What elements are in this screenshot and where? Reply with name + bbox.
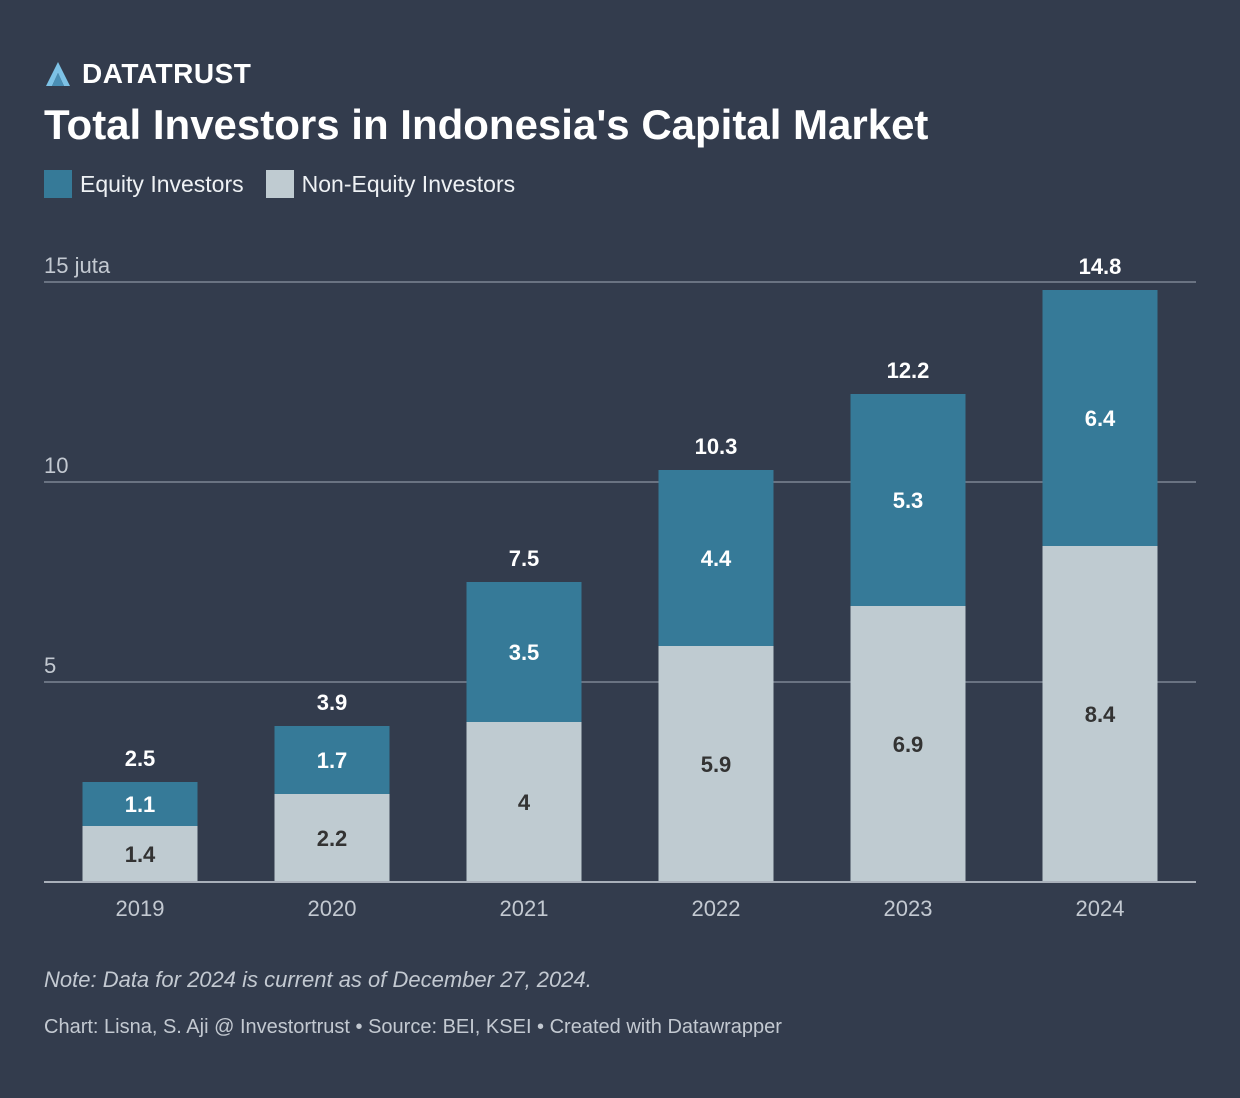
chart-legend: Equity Investors Non-Equity Investors xyxy=(44,170,537,198)
bar-value-label: 5.3 xyxy=(893,488,924,513)
bar-total-label: 10.3 xyxy=(695,434,738,459)
legend-swatch-equity xyxy=(44,170,72,198)
bar-value-label: 1.7 xyxy=(317,748,348,773)
legend-item-equity: Equity Investors xyxy=(44,170,244,198)
bar-total-label: 2.5 xyxy=(125,746,156,771)
bar-total-label: 12.2 xyxy=(887,358,930,383)
x-tick-label: 2023 xyxy=(884,896,933,921)
x-tick-label: 2022 xyxy=(692,896,741,921)
datatrust-logo-icon xyxy=(46,62,70,86)
bar-value-label: 4 xyxy=(518,790,531,815)
y-tick-label: 5 xyxy=(44,653,56,678)
y-tick-label: 10 xyxy=(44,453,68,478)
bar-segment-equity xyxy=(466,582,582,722)
bar-total-label: 14.8 xyxy=(1079,254,1122,279)
bar-segment-non-equity xyxy=(1042,546,1158,882)
legend-label-non-equity: Non-Equity Investors xyxy=(301,170,516,197)
stacked-bar-chart: 5 10 15 juta 1.4 1.1 2.5 2019 2.2 1.7 3.9 2020 4 3.5… xyxy=(44,253,1196,921)
legend-label-equity: Equity Investors xyxy=(80,170,244,197)
bar-total-label: 3.9 xyxy=(317,690,348,715)
bar-value-label: 4.4 xyxy=(701,546,732,571)
x-tick-label: 2021 xyxy=(500,896,549,921)
bar-segment-equity xyxy=(82,782,198,826)
chart-credit: Chart: Lisna, S. Aji @ Investortrust • S… xyxy=(44,1016,782,1038)
bar-segment-equity xyxy=(658,470,774,646)
bar-value-label: 6.4 xyxy=(1085,406,1116,431)
x-tick-label: 2024 xyxy=(1076,896,1125,921)
bar-total-label: 7.5 xyxy=(509,546,540,571)
chart-title: Total Investors in Indonesia's Capital M… xyxy=(44,101,929,148)
bar-value-label: 2.2 xyxy=(317,826,348,851)
bar-segment-non-equity xyxy=(850,606,966,882)
bar-segment-equity xyxy=(1042,290,1158,546)
chart-note: Note: Data for 2024 is current as of Dec… xyxy=(44,967,592,992)
bar-value-label: 1.1 xyxy=(125,792,156,817)
bar-value-label: 6.9 xyxy=(893,732,924,757)
bar-segment-non-equity xyxy=(658,646,774,882)
bar-value-label: 1.4 xyxy=(125,842,156,867)
bar-value-label: 8.4 xyxy=(1085,702,1116,727)
y-tick-label: 15 juta xyxy=(44,253,111,278)
bar-segment-equity xyxy=(274,726,390,794)
legend-swatch-non-equity xyxy=(265,170,294,198)
bar-segment-equity xyxy=(850,394,966,606)
bar-value-label: 5.9 xyxy=(701,752,732,777)
bar-value-label: 3.5 xyxy=(509,640,540,665)
bar-segment-non-equity xyxy=(82,826,198,882)
x-tick-label: 2020 xyxy=(308,896,357,921)
brand-name: DATATRUST xyxy=(82,58,252,89)
x-tick-label: 2019 xyxy=(116,896,165,921)
bar-segment-non-equity xyxy=(274,794,390,882)
bar-segment-non-equity xyxy=(466,722,582,882)
brand: DATATRUST xyxy=(44,57,251,91)
legend-item-non-equity: Non-Equity Investors xyxy=(265,170,516,198)
